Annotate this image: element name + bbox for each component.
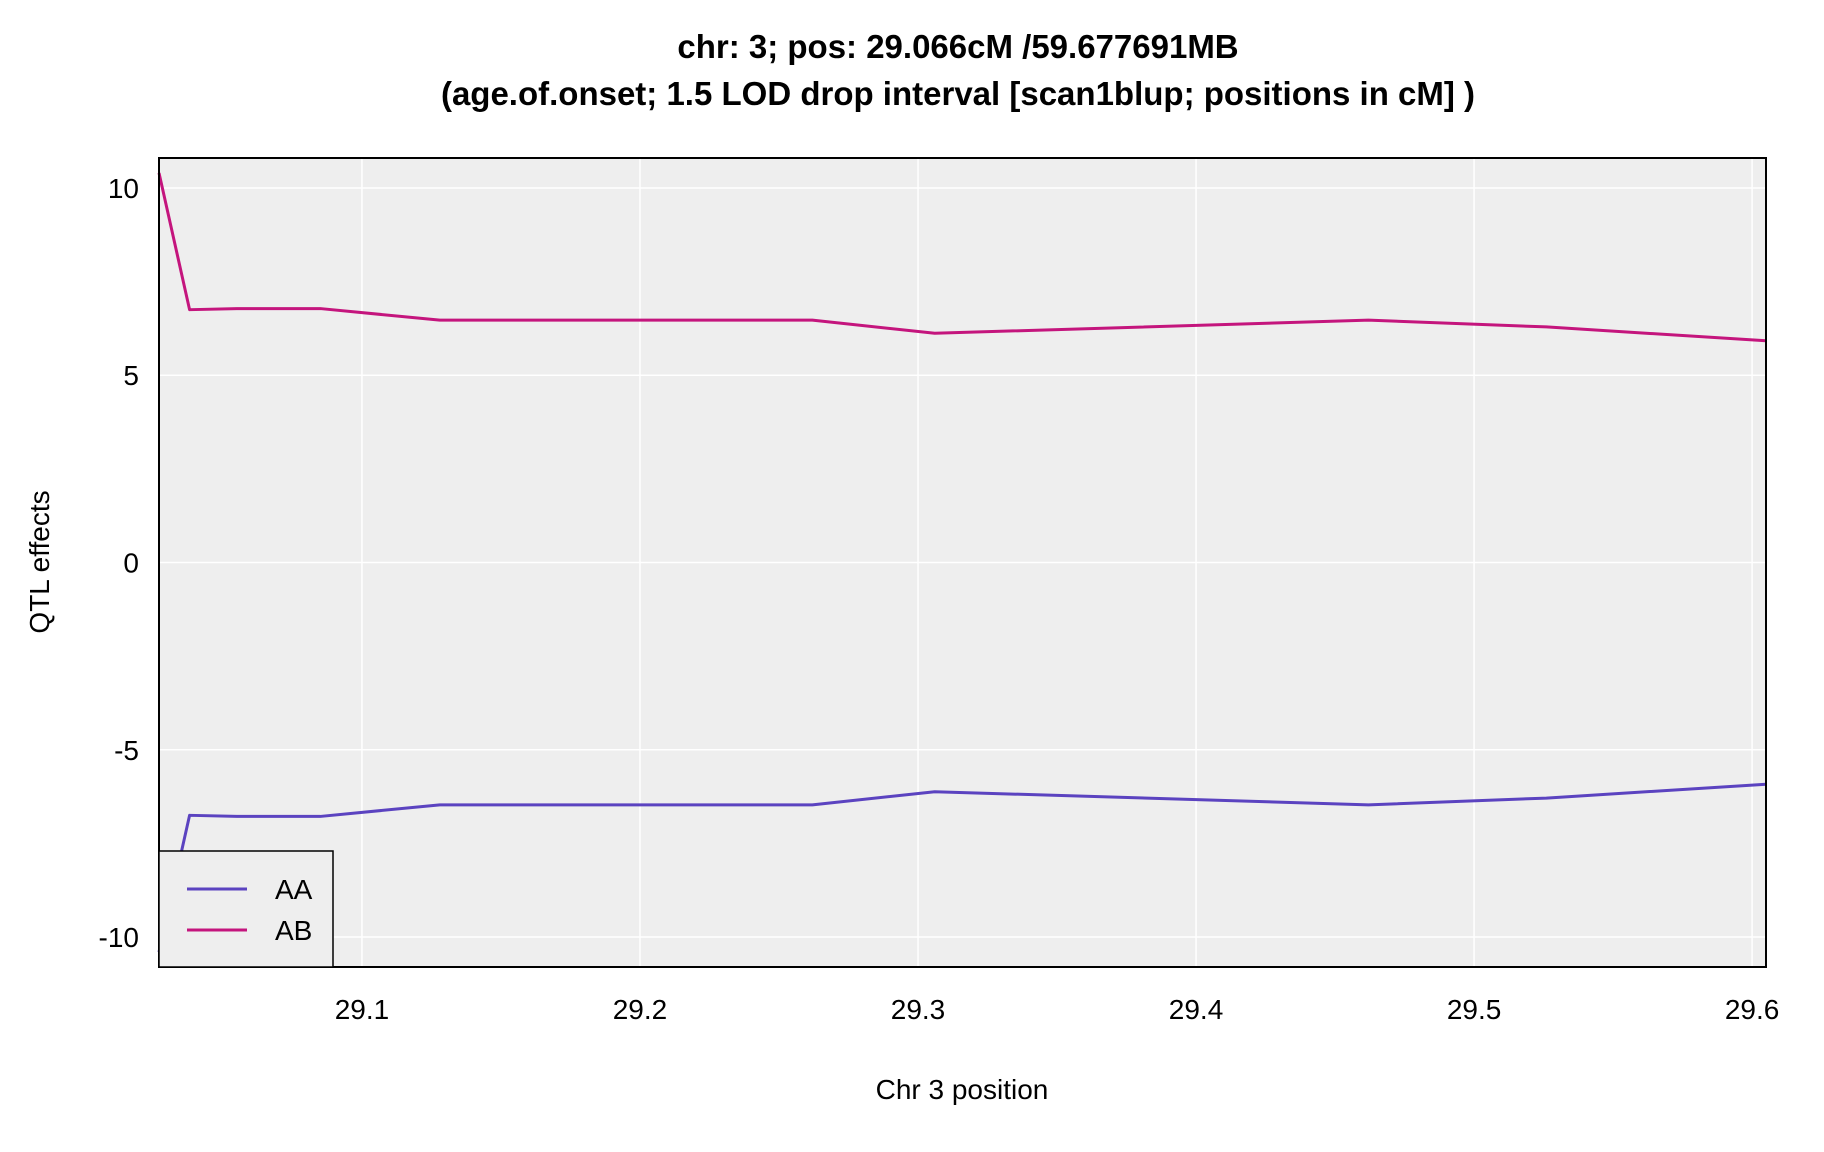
legend-box xyxy=(158,850,334,968)
x-axis-ticks: 29.1 29.2 29.3 29.4 29.5 29.6 xyxy=(335,994,1780,1025)
x-tick-label-29.3: 29.3 xyxy=(891,994,946,1025)
chart-title: chr: 3; pos: 29.066cM /59.677691MB xyxy=(677,28,1238,65)
grid-lines xyxy=(159,158,1766,967)
y-tick-label-0: 0 xyxy=(123,548,139,579)
y-axis-ticks: -10 -5 0 5 10 xyxy=(99,173,139,953)
chart-subtitle: (age.of.onset; 1.5 LOD drop interval [sc… xyxy=(441,75,1475,112)
series-lines xyxy=(157,172,1767,953)
y-tick-label-5: 5 xyxy=(123,360,139,391)
x-tick-label-29.1: 29.1 xyxy=(335,994,390,1025)
x-tick-label-29.2: 29.2 xyxy=(613,994,668,1025)
x-axis-label: Chr 3 position xyxy=(876,1074,1049,1105)
y-tick-label--5: -5 xyxy=(114,735,139,766)
x-tick-label-29.5: 29.5 xyxy=(1447,994,1502,1025)
plot-frame xyxy=(158,157,1767,968)
y-tick-label-10: 10 xyxy=(108,173,139,204)
legend-label-aa: AA xyxy=(275,874,313,905)
y-tick-label--10: -10 xyxy=(99,922,139,953)
series-line-ab xyxy=(157,172,1767,343)
legend: AA AB xyxy=(158,850,334,968)
x-tick-label-29.6: 29.6 xyxy=(1725,994,1780,1025)
y-axis-label: QTL effects xyxy=(24,490,55,633)
x-tick-label-29.4: 29.4 xyxy=(1169,994,1224,1025)
series-line-aa xyxy=(157,782,1767,953)
legend-label-ab: AB xyxy=(275,915,312,946)
